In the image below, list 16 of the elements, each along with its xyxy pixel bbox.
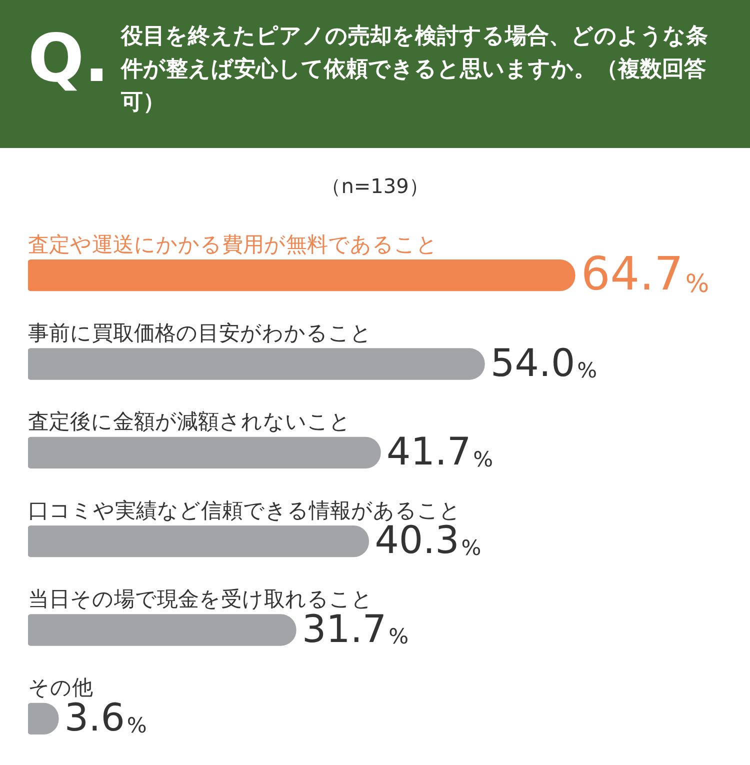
data-label: 41.7% <box>386 430 494 474</box>
y-tick-label: 査定後に金額が減額されないこと <box>28 410 351 434</box>
y-tick-label: 当日その場で現金を受け取れること <box>28 587 373 611</box>
y-tick-label: その他 <box>28 676 93 700</box>
chart-title: 役目を終えたピアノの売却を検討する場合、どのような条件が整えば安心して依頼できると思いますか。（複数回答可） <box>121 23 710 117</box>
data-label: 54.0% <box>490 340 598 385</box>
bar <box>28 348 485 380</box>
bar <box>28 526 370 558</box>
y-tick-label: 事前に買取価格の目安がわかること <box>28 321 372 345</box>
bar <box>28 260 576 292</box>
text: Q. <box>28 20 110 97</box>
chart-subtitle: （n=139） <box>321 174 429 198</box>
bar <box>28 614 296 646</box>
data-label: 64.7% <box>580 246 710 300</box>
bar <box>28 436 381 468</box>
y-tick-label: 査定や運送にかかる費用が無料であること <box>28 232 438 256</box>
